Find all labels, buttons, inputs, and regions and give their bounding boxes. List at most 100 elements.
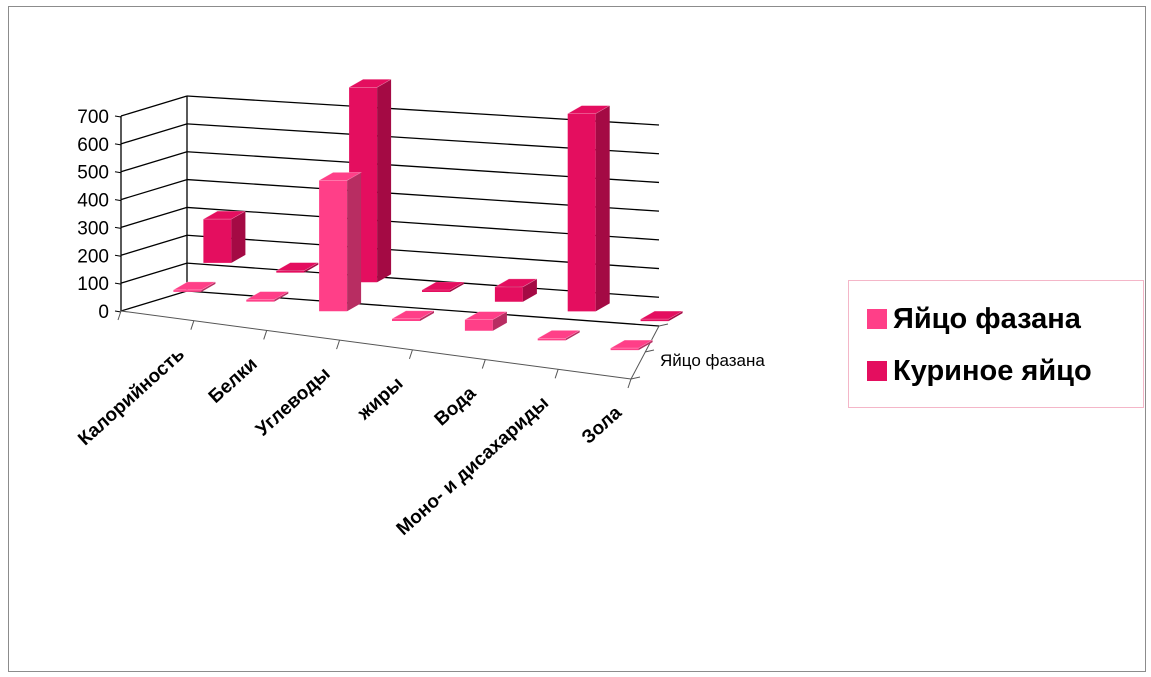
bar-side-face bbox=[668, 311, 683, 322]
bar-top-face bbox=[639, 310, 684, 320]
bar-front-face bbox=[494, 286, 523, 302]
bar-2-4 bbox=[420, 281, 466, 292]
bars bbox=[172, 79, 684, 351]
floor-front-edge bbox=[120, 310, 632, 380]
gridline-side bbox=[120, 123, 188, 145]
y-tick-label: 500 bbox=[77, 163, 109, 184]
bar-top-face bbox=[202, 210, 247, 220]
gridline-side bbox=[120, 151, 188, 173]
x-category-label: Калорийность bbox=[74, 344, 189, 450]
y-tick-label: 600 bbox=[77, 135, 109, 156]
y-tick-mark bbox=[114, 143, 122, 146]
bar-front-face bbox=[537, 338, 566, 341]
bar-side-face bbox=[201, 281, 216, 292]
bar-front-face bbox=[464, 319, 493, 331]
legend-label-series-2: Куриное яйцо bbox=[893, 354, 1092, 387]
legend-swatch-series-2 bbox=[867, 361, 887, 381]
y-tick-mark bbox=[114, 199, 122, 202]
x-tick-mark bbox=[117, 310, 122, 321]
y-tick-mark bbox=[114, 282, 122, 285]
x-tick-mark bbox=[190, 320, 195, 330]
bar-top-face bbox=[390, 310, 436, 320]
axes bbox=[114, 96, 669, 389]
bar-top-face bbox=[317, 172, 363, 181]
bar-side-face bbox=[522, 278, 537, 302]
bar-side-face bbox=[231, 211, 246, 263]
legend-item-series-2: Куриное яйцо bbox=[867, 351, 1092, 391]
x-category-label: Зола bbox=[578, 402, 626, 448]
y-tick-mark bbox=[114, 254, 122, 257]
bar-top-face bbox=[347, 79, 393, 88]
bar-1-7 bbox=[609, 339, 654, 351]
bar-front-face bbox=[246, 299, 275, 302]
x-category-label: Вода bbox=[431, 383, 481, 431]
bar-side-face bbox=[304, 262, 319, 273]
x-category-label: Углеводы bbox=[252, 363, 334, 440]
gridline-side bbox=[120, 178, 188, 201]
bar-top-face bbox=[245, 291, 290, 300]
legend-label-series-1: Яйцо фазана bbox=[893, 302, 1081, 335]
floor-right-edge bbox=[630, 325, 660, 380]
legend: Яйцо фазана Куриное яйцо bbox=[848, 280, 1144, 408]
bar-top-face bbox=[609, 339, 654, 349]
bar-1-2 bbox=[245, 291, 290, 302]
chart-plot: 0 100 200 300 400 500 600 700 Яйцо фазана Калорий… bbox=[74, 79, 765, 540]
bar-1-3 bbox=[317, 172, 363, 312]
bar-1-6 bbox=[536, 330, 581, 341]
bar-side-face bbox=[638, 340, 653, 351]
y-tick-mark bbox=[114, 115, 122, 118]
depth-tick-mark bbox=[630, 376, 641, 380]
bar-front-face bbox=[203, 219, 232, 263]
bar-top-face bbox=[420, 281, 466, 291]
bar-side-face bbox=[347, 172, 362, 312]
legend-swatch-series-1 bbox=[867, 309, 887, 329]
bar-1-4 bbox=[390, 310, 436, 321]
bar-2-6 bbox=[566, 105, 611, 312]
labels: 0 100 200 300 400 500 600 700 Яйцо фазана Калорий… bbox=[74, 107, 765, 540]
x-category-label: Моно- и дисахариды bbox=[393, 393, 553, 540]
bar-top-face bbox=[493, 278, 539, 288]
y-tick-label: 100 bbox=[77, 274, 109, 295]
x-category-label: жиры bbox=[353, 373, 407, 425]
bar-front-face bbox=[392, 318, 420, 321]
depth-tick-mark bbox=[644, 349, 655, 353]
bar-front-face bbox=[276, 270, 305, 273]
x-category-label: Белки bbox=[205, 354, 262, 408]
depth-tick-mark bbox=[658, 323, 669, 327]
bar-1-5 bbox=[463, 311, 509, 331]
bar-side-face bbox=[492, 311, 507, 331]
bar-side-face bbox=[420, 310, 434, 321]
depth-axis-label: Яйцо фазана bbox=[660, 351, 765, 370]
bar-side-face bbox=[377, 79, 392, 283]
x-tick-mark bbox=[554, 369, 559, 379]
y-tick-mark bbox=[114, 310, 122, 313]
bar-top-face bbox=[536, 330, 581, 339]
gridline-side bbox=[120, 206, 188, 229]
legend-item-series-1: Яйцо фазана bbox=[867, 299, 1081, 339]
y-tick-label: 200 bbox=[77, 246, 109, 267]
bar-front-face bbox=[173, 289, 202, 292]
y-tick-label: 300 bbox=[77, 218, 109, 239]
bar-side-face bbox=[274, 291, 289, 302]
y-tick-label: 700 bbox=[77, 107, 109, 128]
gridline-side bbox=[120, 95, 188, 117]
bar-side-face bbox=[595, 105, 610, 312]
y-tick-mark bbox=[114, 226, 122, 229]
gridline-side bbox=[120, 262, 188, 284]
bar-top-face bbox=[566, 105, 611, 114]
bar-side-face bbox=[450, 282, 464, 292]
bar-2-5 bbox=[493, 278, 539, 302]
bar-2-1 bbox=[202, 210, 247, 263]
x-tick-mark bbox=[627, 378, 632, 389]
x-tick-mark bbox=[408, 349, 413, 360]
x-tick-mark bbox=[263, 330, 268, 340]
bar-front-face bbox=[567, 113, 596, 312]
y-tick-mark bbox=[114, 171, 122, 174]
bar-side-face bbox=[565, 330, 580, 341]
bar-front-face bbox=[610, 348, 639, 351]
x-tick-mark bbox=[481, 359, 486, 369]
x-tick-mark bbox=[336, 339, 341, 350]
bar-2-2 bbox=[275, 262, 320, 273]
bar-top-face bbox=[275, 262, 320, 271]
bar-front-face bbox=[422, 290, 450, 292]
